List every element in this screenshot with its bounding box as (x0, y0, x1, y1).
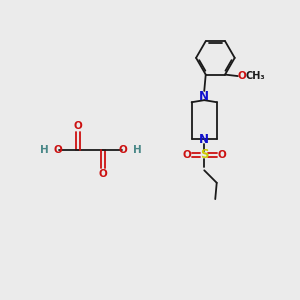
Text: O: O (54, 145, 62, 155)
Text: CH₃: CH₃ (246, 71, 265, 81)
Text: H: H (133, 145, 141, 155)
Text: O: O (119, 145, 128, 155)
Text: O: O (74, 121, 82, 130)
Text: O: O (99, 169, 108, 179)
Text: H: H (40, 145, 48, 155)
Text: S: S (200, 148, 208, 161)
Text: N: N (199, 133, 209, 146)
Text: N: N (199, 90, 209, 103)
Text: O: O (182, 150, 191, 160)
Text: O: O (218, 150, 226, 160)
Text: O: O (238, 71, 246, 81)
